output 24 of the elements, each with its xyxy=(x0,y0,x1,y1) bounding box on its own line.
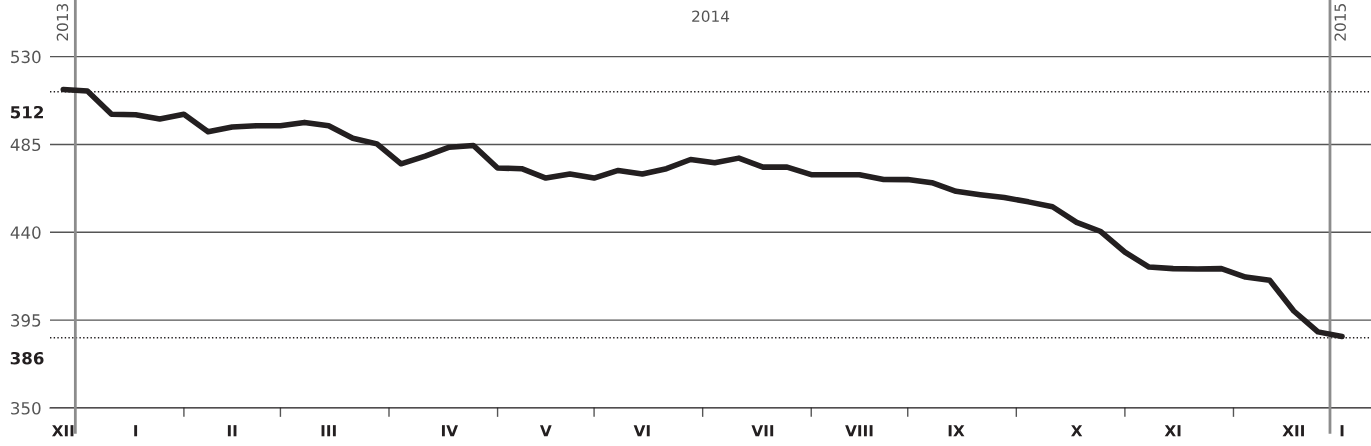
ref-line-label: 386 xyxy=(10,351,44,365)
x-tick-label: I xyxy=(1340,425,1344,437)
x-tick-label: VIII xyxy=(845,425,873,437)
x-tick-label: XI xyxy=(1164,425,1181,437)
x-tick-label: XII xyxy=(1282,425,1304,437)
y-tick-label: 440 xyxy=(10,226,41,239)
x-tick-label: IV xyxy=(441,425,458,437)
x-tick-label: VI xyxy=(633,425,650,437)
x-tick-label: X xyxy=(1071,425,1083,437)
x-tick-label: I xyxy=(134,425,138,437)
x-tick-label: XII xyxy=(51,425,74,437)
y-tick-label: 530 xyxy=(11,50,41,64)
x-tick-label: VII xyxy=(751,425,774,437)
y-tick-label: 350 xyxy=(11,401,41,415)
x-tick-label: IX xyxy=(948,425,965,437)
x-tick-label: II xyxy=(227,425,237,437)
annotation: 2015 xyxy=(1334,4,1346,41)
y-tick-label: 395 xyxy=(11,314,41,327)
annotation: 2014 xyxy=(692,10,730,23)
y-tick-label: 485 xyxy=(10,138,41,152)
ref-line-label: 512 xyxy=(10,105,43,119)
annotation: 2013 xyxy=(56,4,69,41)
x-tick-label: III xyxy=(321,425,336,437)
x-tick-label: V xyxy=(539,425,552,437)
